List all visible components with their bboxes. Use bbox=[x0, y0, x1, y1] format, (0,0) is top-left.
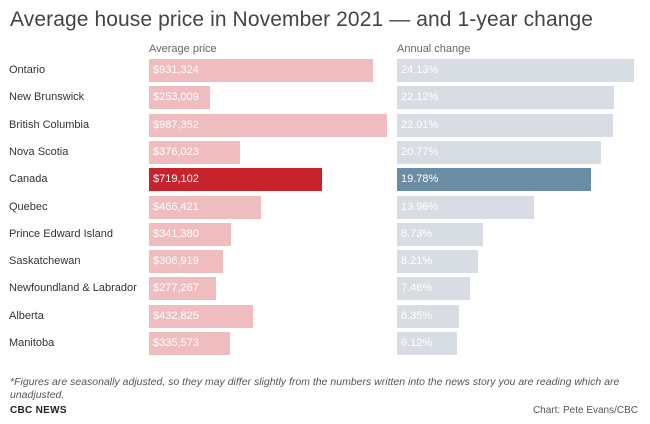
footnote: *Figures are seasonally adjusted, so the… bbox=[10, 376, 620, 401]
change-bar-new-brunswick: 22.12% bbox=[397, 86, 615, 110]
column-header-annual-change: Annual change bbox=[397, 43, 471, 55]
change-label-british-columbia: 22.01% bbox=[401, 118, 439, 131]
row-label-new-brunswick: New Brunswick bbox=[9, 91, 85, 104]
price-label-saskatchewan: $306,919 bbox=[153, 255, 199, 268]
change-label-canada: 19.78% bbox=[401, 173, 439, 186]
row-label-nova-scotia: Nova Scotia bbox=[9, 145, 69, 158]
cbc-news-logo: CBC NEWS bbox=[10, 405, 67, 416]
row-label-manitoba: Manitoba bbox=[9, 337, 55, 349]
price-bar-alberta: $432,825 bbox=[149, 304, 254, 328]
price-bar-saskatchewan: $306,919 bbox=[149, 250, 223, 274]
row-label-quebec: Quebec bbox=[9, 200, 48, 213]
price-label-new-brunswick: $253,009 bbox=[153, 91, 199, 104]
change-label-manitoba: 6.12% bbox=[401, 337, 433, 349]
change-label-prince-edward-island: 8.73% bbox=[401, 227, 433, 240]
change-bar-ontario: 24.13% bbox=[397, 59, 634, 82]
change-label-ontario: 24.13% bbox=[401, 64, 439, 76]
row-label-british-columbia: British Columbia bbox=[9, 118, 90, 131]
chart-title: Average house price in November 2021 — a… bbox=[10, 8, 594, 31]
price-label-alberta: $432,825 bbox=[153, 309, 199, 322]
row-label-prince-edward-island: Prince Edward Island bbox=[9, 227, 113, 240]
change-label-alberta: 6.35% bbox=[401, 309, 433, 322]
change-bar-quebec: 13.96% bbox=[397, 195, 535, 219]
change-bar-saskatchewan: 8.21% bbox=[397, 250, 478, 274]
change-bar-alberta: 6.35% bbox=[397, 304, 460, 328]
price-label-prince-edward-island: $341,380 bbox=[153, 227, 199, 240]
row-label-newfoundland-labrador: Newfoundland & Labrador bbox=[9, 282, 137, 295]
price-bar-newfoundland-labrador: $277,267 bbox=[149, 277, 216, 301]
price-bar-ontario: $931,324 bbox=[149, 59, 374, 82]
change-bar-canada: 19.78% bbox=[397, 168, 592, 192]
price-label-ontario: $931,324 bbox=[153, 64, 199, 76]
change-bar-british-columbia: 22.01% bbox=[397, 113, 614, 137]
change-bar-nova-scotia: 20.77% bbox=[397, 140, 601, 164]
price-label-newfoundland-labrador: $277,267 bbox=[153, 282, 199, 295]
price-bar-nova-scotia: $376,023 bbox=[149, 140, 240, 164]
row-label-canada: Canada bbox=[9, 173, 48, 186]
change-label-newfoundland-labrador: 7.46% bbox=[401, 282, 433, 295]
price-label-manitoba: $335,573 bbox=[153, 337, 199, 349]
change-bar-manitoba: 6.12% bbox=[397, 332, 458, 355]
price-bar-new-brunswick: $253,009 bbox=[149, 86, 210, 110]
price-label-british-columbia: $987,352 bbox=[153, 118, 199, 131]
change-label-new-brunswick: 22.12% bbox=[401, 91, 439, 104]
row-label-alberta: Alberta bbox=[9, 309, 44, 322]
column-header-average-price: Average price bbox=[149, 43, 217, 55]
row-label-saskatchewan: Saskatchewan bbox=[9, 255, 81, 268]
price-bar-quebec: $466,421 bbox=[149, 195, 262, 219]
price-label-canada: $719,102 bbox=[153, 173, 199, 186]
price-bar-manitoba: $335,573 bbox=[149, 332, 230, 355]
chart-credit: Chart: Pete Evans/CBC bbox=[532, 405, 638, 416]
change-label-saskatchewan: 8.21% bbox=[401, 255, 433, 268]
price-bar-prince-edward-island: $341,380 bbox=[149, 222, 232, 246]
price-label-quebec: $466,421 bbox=[153, 200, 199, 213]
price-bar-canada: $719,102 bbox=[149, 168, 323, 192]
price-label-nova-scotia: $376,023 bbox=[153, 145, 199, 158]
row-label-ontario: Ontario bbox=[9, 64, 46, 76]
change-label-nova-scotia: 20.77% bbox=[401, 145, 439, 158]
price-bar-british-columbia: $987,352 bbox=[149, 113, 387, 137]
change-bar-newfoundland-labrador: 7.46% bbox=[397, 277, 471, 301]
change-bar-prince-edward-island: 8.73% bbox=[397, 222, 483, 246]
change-label-quebec: 13.96% bbox=[401, 200, 439, 213]
